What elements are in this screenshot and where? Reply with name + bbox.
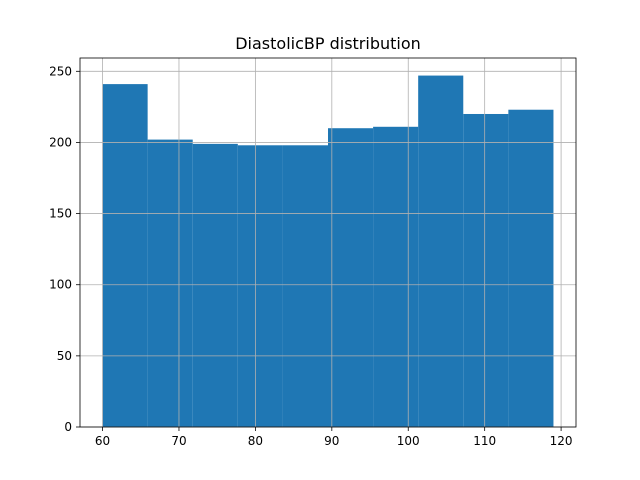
histogram-bar-5	[328, 128, 374, 427]
y-tick-label-1: 50	[57, 349, 72, 363]
y-tick-label-4: 200	[49, 135, 72, 149]
x-tick-label-3: 90	[324, 434, 339, 448]
x-tick-label-5: 110	[473, 434, 496, 448]
plot-frame	[79, 57, 577, 428]
histogram-bar-7	[418, 75, 464, 428]
histogram-bar-4	[282, 145, 328, 427]
histogram-bar-0	[102, 84, 148, 427]
axes-layer: 60 70 80 90 100 110 120 0 50 100 150 200 250	[49, 57, 577, 448]
grid-layer	[80, 58, 576, 428]
histogram-bar-2	[192, 143, 238, 427]
histogram-bar-3	[237, 145, 283, 427]
x-tick-label-6: 120	[550, 434, 573, 448]
x-tick-label-0: 60	[95, 434, 110, 448]
histogram-bar-8	[463, 113, 509, 427]
x-tick-label-1: 70	[171, 434, 186, 448]
x-tick-label-4: 100	[397, 434, 420, 448]
y-tick-label-0: 0	[64, 420, 72, 434]
histogram-bar-6	[373, 126, 419, 428]
chart-title: DiastolicBP distribution	[235, 34, 421, 53]
x-tick-label-2: 80	[248, 434, 263, 448]
bars-layer	[102, 75, 554, 428]
y-tick-label-2: 100	[49, 278, 72, 292]
y-tick-label-5: 250	[49, 64, 72, 78]
histogram-bar-9	[508, 109, 554, 428]
y-tick-label-3: 150	[49, 207, 72, 221]
histogram-bar-1	[147, 139, 193, 428]
